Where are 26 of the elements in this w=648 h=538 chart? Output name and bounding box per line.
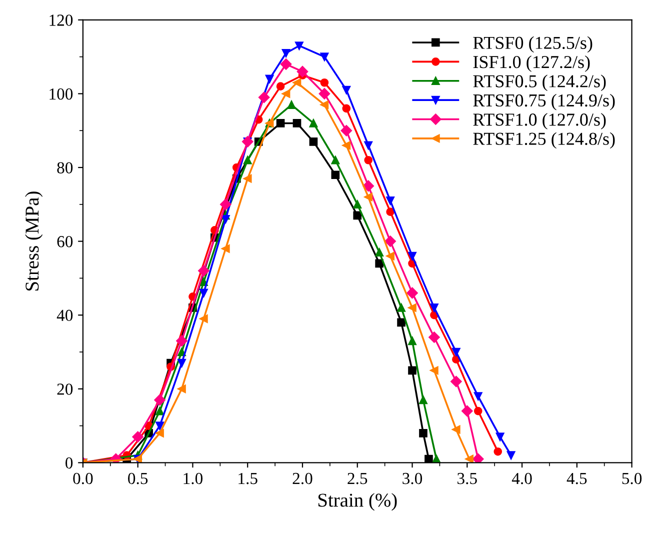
- y-tick-label: 60: [57, 236, 73, 248]
- x-tick-label: 1.5: [238, 472, 258, 484]
- x-tick-label: 2.0: [292, 472, 312, 484]
- y-tick-label: 40: [56, 310, 73, 322]
- x-axis-title: Strain (%): [318, 493, 397, 511]
- legend-label: RTSF1.0 (127.0/s): [473, 113, 606, 130]
- y-tick-label: 120: [50, 14, 73, 26]
- legend-label: ISF1.0 (127.2/s): [473, 55, 590, 72]
- x-tick-label: 3.5: [458, 472, 477, 484]
- y-tick-label: 20: [57, 384, 73, 395]
- y-tick-label: 0: [66, 457, 73, 469]
- legend-label: RTSF0 (125.5/s): [473, 36, 592, 53]
- x-tick-label: 0.5: [128, 472, 148, 484]
- y-tick-label: 80: [57, 162, 73, 174]
- legend-label: RTSF0.75 (124.9/s): [473, 94, 615, 110]
- legend-label: RTSF1.25 (124.8/s): [473, 132, 615, 149]
- x-tick-label: 4.0: [512, 472, 532, 484]
- x-tick-label: 5.0: [622, 472, 642, 484]
- x-tick-label: 3.0: [402, 472, 422, 484]
- y-axis-title: Stress (MPa): [25, 192, 43, 290]
- x-tick-label: 0.0: [73, 472, 93, 484]
- x-tick-label: 4.5: [566, 472, 587, 484]
- legend-label: RTSF0.5 (124.2/s): [473, 74, 606, 92]
- y-tick-label: 100: [50, 88, 73, 100]
- x-tick-label: 1.0: [184, 472, 202, 484]
- x-tick-label: 2.5: [348, 472, 368, 484]
